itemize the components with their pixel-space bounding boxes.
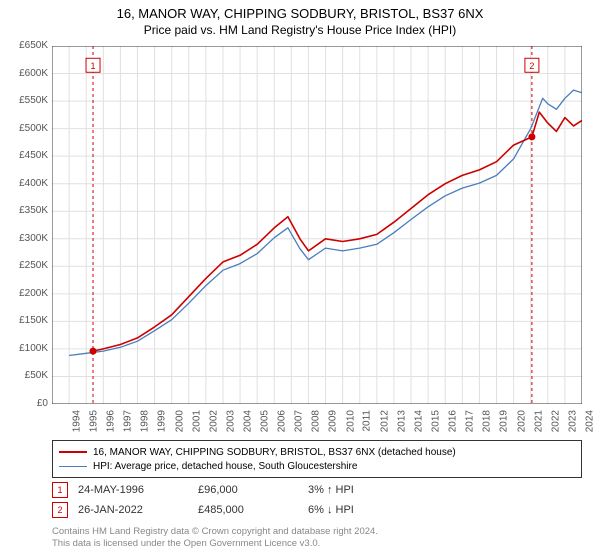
xtick-label: 2020 bbox=[516, 410, 527, 432]
sale-price-1: £485,000 bbox=[198, 504, 308, 516]
footer: Contains HM Land Registry data © Crown c… bbox=[52, 526, 378, 550]
xtick-label: 2019 bbox=[499, 410, 510, 432]
ytick-label: £500K bbox=[2, 123, 48, 134]
sale-row-0: 1 24-MAY-1996 £96,000 3% ↑ HPI bbox=[52, 480, 408, 500]
footer-line2: This data is licensed under the Open Gov… bbox=[52, 538, 378, 550]
title-line1: 16, MANOR WAY, CHIPPING SODBURY, BRISTOL… bbox=[0, 6, 600, 21]
footer-line1: Contains HM Land Registry data © Crown c… bbox=[52, 526, 378, 538]
chart-container: 16, MANOR WAY, CHIPPING SODBURY, BRISTOL… bbox=[0, 0, 600, 560]
sale-delta-0: 3% ↑ HPI bbox=[308, 484, 408, 496]
ytick-label: £100K bbox=[2, 343, 48, 354]
xtick-label: 2024 bbox=[584, 410, 595, 432]
legend-label-1: HPI: Average price, detached house, Sout… bbox=[93, 461, 357, 472]
title-line2: Price paid vs. HM Land Registry's House … bbox=[0, 23, 600, 37]
ytick-label: £350K bbox=[2, 205, 48, 216]
ytick-label: £250K bbox=[2, 260, 48, 271]
xtick-label: 2021 bbox=[533, 410, 544, 432]
xtick-label: 2016 bbox=[447, 410, 458, 432]
xtick-label: 2009 bbox=[328, 410, 339, 432]
xtick-label: 2013 bbox=[396, 410, 407, 432]
ytick-label: £50K bbox=[2, 370, 48, 381]
legend-row-1: HPI: Average price, detached house, Sout… bbox=[59, 459, 575, 473]
ytick-label: £550K bbox=[2, 95, 48, 106]
sale-delta-1: 6% ↓ HPI bbox=[308, 504, 408, 516]
xtick-label: 2010 bbox=[345, 410, 356, 432]
xtick-label: 2007 bbox=[294, 410, 305, 432]
xtick-label: 2012 bbox=[379, 410, 390, 432]
ytick-label: £400K bbox=[2, 178, 48, 189]
xtick-label: 2001 bbox=[191, 410, 202, 432]
xtick-label: 2000 bbox=[174, 410, 185, 432]
chart-area: 12 bbox=[52, 46, 582, 404]
xtick-label: 1998 bbox=[140, 410, 151, 432]
sale-row-1: 2 26-JAN-2022 £485,000 6% ↓ HPI bbox=[52, 500, 408, 520]
xtick-label: 2008 bbox=[311, 410, 322, 432]
chart-svg: 12 bbox=[52, 46, 582, 404]
legend-label-0: 16, MANOR WAY, CHIPPING SODBURY, BRISTOL… bbox=[93, 447, 456, 458]
xtick-label: 2011 bbox=[361, 410, 372, 432]
xtick-label: 2017 bbox=[464, 410, 475, 432]
xtick-label: 2023 bbox=[567, 410, 578, 432]
xtick-label: 1997 bbox=[123, 410, 134, 432]
ytick-label: £0 bbox=[2, 398, 48, 409]
xtick-label: 2002 bbox=[208, 410, 219, 432]
svg-text:2: 2 bbox=[529, 61, 534, 71]
xtick-label: 2006 bbox=[276, 410, 287, 432]
xtick-label: 1996 bbox=[105, 410, 116, 432]
legend-box: 16, MANOR WAY, CHIPPING SODBURY, BRISTOL… bbox=[52, 440, 582, 478]
sale-date-1: 26-JAN-2022 bbox=[78, 504, 198, 516]
title-block: 16, MANOR WAY, CHIPPING SODBURY, BRISTOL… bbox=[0, 0, 600, 37]
xtick-label: 2014 bbox=[413, 410, 424, 432]
legend-swatch-0 bbox=[59, 451, 87, 453]
xtick-label: 2005 bbox=[259, 410, 270, 432]
sale-marker-1: 2 bbox=[52, 502, 68, 518]
xtick-label: 2018 bbox=[482, 410, 493, 432]
xtick-label: 1995 bbox=[88, 410, 99, 432]
legend-swatch-1 bbox=[59, 466, 87, 467]
xtick-label: 1994 bbox=[71, 410, 82, 432]
sale-date-0: 24-MAY-1996 bbox=[78, 484, 198, 496]
xtick-label: 2015 bbox=[430, 410, 441, 432]
ytick-label: £600K bbox=[2, 68, 48, 79]
ytick-label: £150K bbox=[2, 315, 48, 326]
ytick-label: £650K bbox=[2, 40, 48, 51]
xtick-label: 1999 bbox=[157, 410, 168, 432]
xtick-label: 2004 bbox=[242, 410, 253, 432]
svg-text:1: 1 bbox=[91, 61, 96, 71]
ytick-label: £450K bbox=[2, 150, 48, 161]
sale-price-0: £96,000 bbox=[198, 484, 308, 496]
ytick-label: £200K bbox=[2, 288, 48, 299]
xtick-label: 2003 bbox=[225, 410, 236, 432]
legend-row-0: 16, MANOR WAY, CHIPPING SODBURY, BRISTOL… bbox=[59, 445, 575, 459]
sale-marker-0: 1 bbox=[52, 482, 68, 498]
sales-block: 1 24-MAY-1996 £96,000 3% ↑ HPI 2 26-JAN-… bbox=[52, 480, 408, 520]
xtick-label: 2022 bbox=[550, 410, 561, 432]
ytick-label: £300K bbox=[2, 233, 48, 244]
